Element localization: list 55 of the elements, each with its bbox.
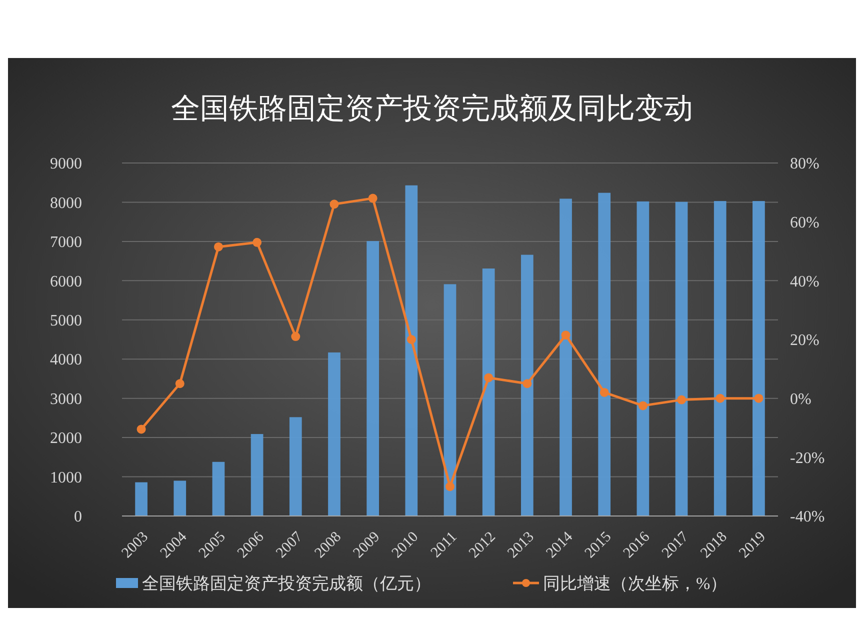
- point: [330, 200, 339, 209]
- bar: [482, 268, 495, 516]
- y-tick-label: 1000: [50, 469, 82, 486]
- bar: [752, 201, 765, 516]
- y2-tick-label: 20%: [790, 332, 820, 350]
- y-tick-label: 3000: [50, 390, 82, 408]
- y-tick-label: 8000: [50, 194, 82, 212]
- point: [561, 330, 570, 340]
- bar: [289, 417, 302, 516]
- y2-tick-label: 80%: [790, 156, 820, 173]
- point: [368, 194, 378, 203]
- point: [446, 482, 454, 492]
- point: [677, 395, 686, 404]
- point: [754, 394, 764, 403]
- point: [600, 388, 609, 397]
- point: [522, 379, 532, 388]
- bar: [675, 202, 688, 516]
- y-tick-label: 2000: [50, 430, 82, 448]
- y2-tick-label: -20%: [790, 450, 825, 467]
- bar: [328, 352, 340, 516]
- bar: [366, 241, 379, 516]
- y-tick-label: 4000: [50, 352, 82, 369]
- bar: [521, 254, 534, 516]
- x-tick-label: 2011: [428, 528, 460, 562]
- bar: [560, 198, 572, 516]
- point: [252, 238, 262, 247]
- point: [175, 379, 184, 388]
- bar: [174, 480, 186, 516]
- y2-tick-label: 0%: [790, 390, 812, 408]
- point: [638, 401, 648, 410]
- bar: [636, 201, 650, 516]
- chart-title: 全国铁路固定资产投资完成额及同比变动: [171, 93, 693, 125]
- bar: [135, 482, 148, 516]
- y-tick-label: 0: [74, 508, 82, 526]
- point: [406, 335, 416, 344]
- point: [291, 332, 300, 342]
- y2-tick-label: 40%: [790, 273, 820, 290]
- point: [716, 394, 725, 403]
- y-tick-label: 6000: [50, 273, 82, 290]
- y-tick-label: 7000: [50, 234, 82, 252]
- bar: [444, 284, 456, 516]
- legend-label: 全国铁路固定资产投资完成额（亿元）: [142, 574, 431, 593]
- bar: [212, 462, 225, 516]
- legend-label: 同比增速（次坐标，%）: [543, 574, 728, 593]
- y2-tick-label: 60%: [790, 214, 820, 232]
- bar: [405, 185, 418, 516]
- point: [484, 373, 494, 382]
- y-tick-label: 5000: [50, 312, 82, 330]
- bar: [598, 192, 611, 516]
- y2-tick-label: -40%: [790, 508, 825, 526]
- bar: [714, 201, 726, 516]
- point: [214, 242, 223, 252]
- point: [136, 424, 146, 434]
- y-tick-label: 9000: [50, 156, 82, 173]
- bar: [250, 434, 264, 516]
